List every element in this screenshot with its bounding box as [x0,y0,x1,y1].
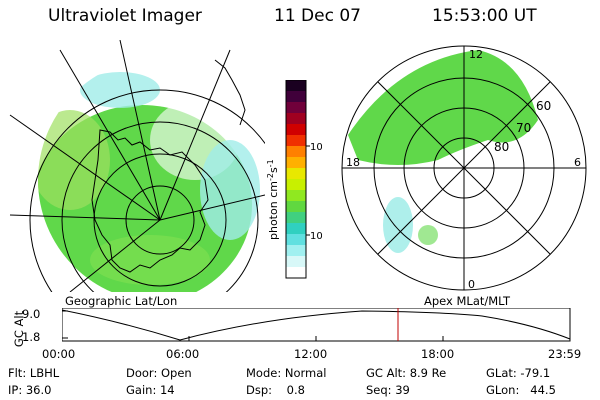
altitude-curve [62,309,571,341]
footer-seq: Seq: 39 [366,383,410,397]
colorbar-cell [286,245,306,257]
colorbar-scale [286,80,306,279]
colorbar-cell [286,146,306,158]
colorbar-cell [286,190,306,202]
colorbar-tick-100: 100 [310,142,322,153]
date-label: 11 Dec 07 [274,6,361,26]
magnetic-map: 12 18 6 0 60 70 80 [341,45,587,291]
colorbar-cell [286,80,306,92]
colorbar-cell [286,135,306,147]
colorbar-cell [286,234,306,246]
mlat-label-70: 70 [516,121,531,135]
footer-dsp: Dsp: 0.8 [246,383,305,397]
altitude-xtick-4: 23:59 [548,347,582,361]
auroral-oval-fill [348,50,538,165]
footer-flt: Flt: LBHL [8,366,60,380]
left-map-caption: Geographic Lat/Lon [65,294,178,308]
mlt-label-left: 18 [346,156,360,169]
footer-glon: GLon: 44.5 [486,383,556,397]
colorbar-cell [286,168,306,180]
altitude-plot [62,308,571,342]
geographic-map [9,40,265,292]
mlat-label-60: 60 [536,99,551,113]
mlt-label-top: 12 [469,48,483,61]
footer-glat: GLat: -79.1 [486,366,551,380]
footer-gain: Gain: 14 [126,383,175,397]
colorbar-cell [286,124,306,136]
altitude-ytick-min: 1.8 [22,330,41,344]
colorbar-cell [286,157,306,169]
mlt-label-bottom: 0 [468,278,475,291]
colorbar-cell [286,102,306,114]
colorbar: 100 10 photon cm-2s-1 [266,80,322,279]
colorbar-cell [286,212,306,224]
altitude-xtick-0: 00:00 [42,347,76,361]
colorbar-cell [286,256,306,268]
footer-ip: IP: 36.0 [8,383,52,397]
altitude-xtick-3: 18:00 [421,347,455,361]
colorbar-tick-10: 10 [310,231,322,242]
colorbar-cell [286,179,306,191]
colorbar-cell [286,113,306,125]
mlt-label-right: 6 [574,156,581,169]
right-map-caption: Apex MLat/MLT [424,294,511,308]
altitude-xtick-1: 06:00 [166,347,200,361]
mlat-label-80: 80 [494,140,509,154]
footer-mode: Mode: Normal [246,366,327,380]
colorbar-cell [286,91,306,103]
footer-gc-alt: GC Alt: 8.9 Re [366,366,447,380]
instrument-title: Ultraviolet Imager [48,6,202,26]
colorbar-unit-label: photon cm-2s-1 [266,159,280,240]
colorbar-cell [286,267,306,279]
colorbar-cell [286,223,306,235]
altitude-xtick-2: 12:00 [294,347,328,361]
altitude-ytick-max: 9.0 [22,307,41,321]
time-label: 15:53:00 UT [432,6,537,26]
colorbar-cell [286,201,306,213]
footer-door: Door: Open [126,366,192,380]
